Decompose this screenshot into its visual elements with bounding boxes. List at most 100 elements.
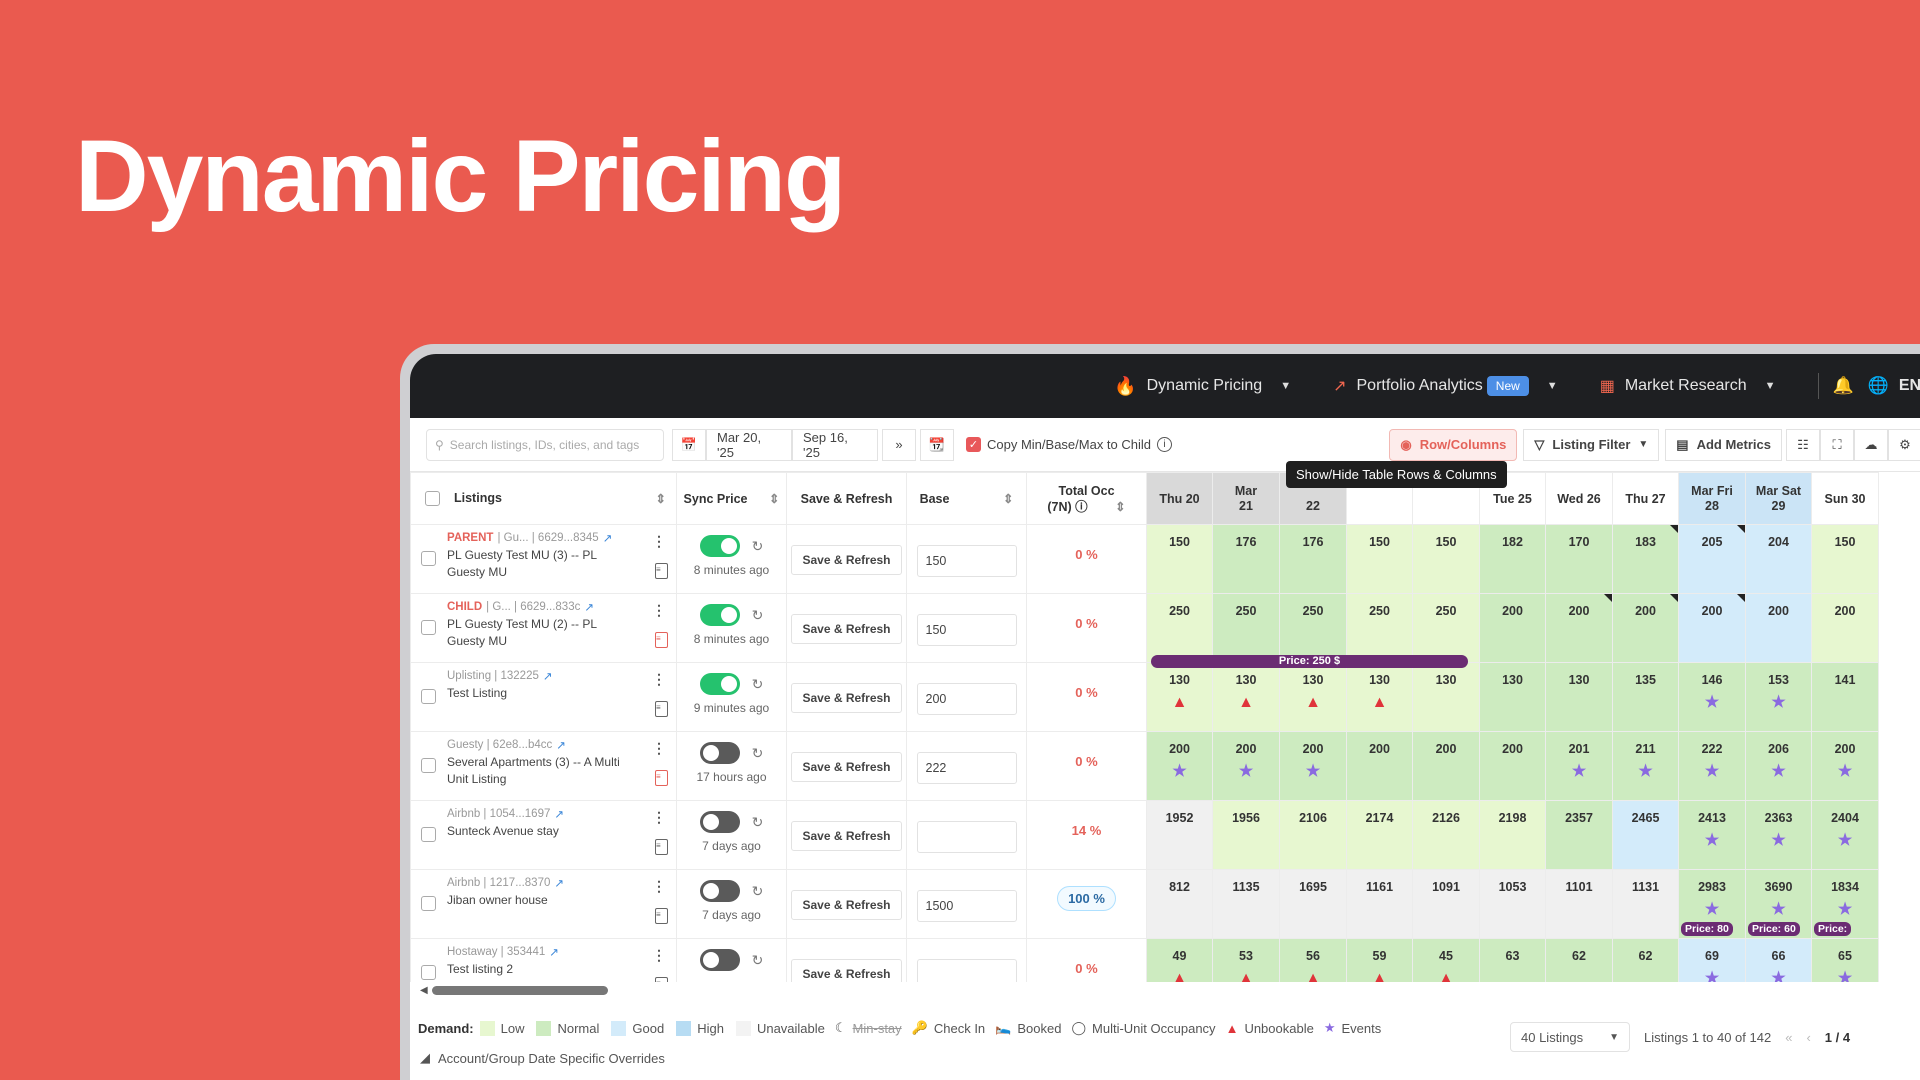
base-price-input[interactable]: [916, 959, 1017, 982]
price-cell[interactable]: 1053: [1479, 869, 1546, 939]
external-link-icon[interactable]: ↗: [602, 533, 613, 545]
document-icon[interactable]: ≡: [655, 701, 668, 717]
external-link-icon[interactable]: ↗: [556, 740, 566, 752]
sync-toggle[interactable]: [699, 880, 740, 902]
col-total-occ[interactable]: Total Occ (7N) ⓘ ⇕: [1026, 472, 1147, 525]
price-cell[interactable]: 250: [1212, 593, 1280, 663]
price-cell[interactable]: 59 ▲: [1346, 938, 1413, 982]
price-cell[interactable]: 63: [1479, 938, 1546, 982]
col-listings[interactable]: Listings ⇕: [410, 472, 677, 525]
calendar-check-icon[interactable]: 📆: [920, 428, 954, 461]
price-cell[interactable]: 200: [1479, 593, 1546, 663]
price-cell[interactable]: 62: [1612, 938, 1679, 982]
listing-name[interactable]: Test listing 2: [447, 962, 514, 976]
listing-name[interactable]: Several Apartments (3) -- A Multi Unit L…: [447, 755, 620, 786]
price-cell[interactable]: 183: [1612, 524, 1679, 594]
price-cell[interactable]: 250: [1346, 593, 1413, 663]
price-cell[interactable]: 200 ★: [1279, 731, 1347, 801]
price-cell[interactable]: 2126: [1412, 800, 1480, 870]
copy-to-child-checkbox[interactable]: ✓ Copy Min/Base/Max to Child i: [966, 437, 1173, 452]
price-cell[interactable]: 130 ▲: [1146, 662, 1213, 732]
refresh-icon[interactable]: ↻: [751, 813, 764, 830]
price-chip[interactable]: Price: 60: [1748, 922, 1800, 936]
col-base[interactable]: Base ⇕: [906, 472, 1027, 525]
price-cell[interactable]: 62: [1545, 938, 1613, 982]
horizontal-scrollbar[interactable]: [432, 986, 608, 995]
document-icon[interactable]: ≡: [655, 770, 668, 786]
listing-filter-button[interactable]: ▽ Listing Filter ▼: [1523, 428, 1660, 461]
base-price-input[interactable]: 200: [916, 683, 1017, 715]
row-checkbox[interactable]: [421, 758, 436, 773]
sort-icon[interactable]: ⇕: [768, 492, 780, 506]
price-cell[interactable]: 200: [1545, 593, 1613, 663]
save-refresh-button[interactable]: Save & Refresh: [791, 890, 902, 920]
base-price-input[interactable]: 150: [916, 545, 1017, 577]
row-checkbox[interactable]: [421, 965, 436, 980]
cloud-download-icon[interactable]: ☁: [1854, 428, 1888, 461]
price-cell[interactable]: 250: [1279, 593, 1347, 663]
kebab-menu-icon[interactable]: ⋮: [652, 602, 666, 618]
hierarchy-icon[interactable]: ☷: [1786, 428, 1820, 461]
refresh-icon[interactable]: ↻: [751, 744, 764, 761]
listing-name[interactable]: PL Guesty Test MU (3) -- PL Guesty MU: [447, 548, 597, 579]
price-cell[interactable]: 206 ★: [1745, 731, 1812, 801]
external-link-icon[interactable]: ↗: [542, 671, 553, 683]
price-cell[interactable]: 3690 ★ Price: 60: [1745, 869, 1812, 939]
base-price-input[interactable]: 1500: [916, 890, 1017, 922]
price-cell[interactable]: 2413 ★: [1678, 800, 1746, 870]
price-cell[interactable]: 150: [1146, 524, 1213, 594]
price-cell[interactable]: 2363 ★: [1745, 800, 1812, 870]
notification-bell[interactable]: 🔔: [1833, 376, 1854, 396]
price-cell[interactable]: 200: [1811, 593, 1879, 663]
price-chip[interactable]: Price:: [1814, 922, 1852, 936]
price-cell[interactable]: 200 ★: [1146, 731, 1213, 801]
kebab-menu-icon[interactable]: ⋮: [652, 671, 666, 687]
listing-name[interactable]: PL Guesty Test MU (2) -- PL Guesty MU: [447, 617, 597, 648]
price-cell[interactable]: 182: [1479, 524, 1546, 594]
price-cell[interactable]: 1131: [1612, 869, 1679, 939]
price-cell[interactable]: 200: [1479, 731, 1546, 801]
price-cell[interactable]: 1695: [1279, 869, 1347, 939]
row-checkbox[interactable]: [421, 896, 436, 911]
listing-name[interactable]: Test Listing: [447, 686, 508, 700]
price-cell[interactable]: 1956: [1212, 800, 1280, 870]
sync-toggle[interactable]: [699, 811, 740, 833]
price-cell[interactable]: 200: [1346, 731, 1413, 801]
price-cell[interactable]: 176: [1212, 524, 1280, 594]
price-cell[interactable]: 49 ▲: [1146, 938, 1213, 982]
nav-portfolio-analytics[interactable]: ↗ Portfolio Analytics New ▼: [1333, 376, 1558, 396]
price-cell[interactable]: 812: [1146, 869, 1213, 939]
price-cell[interactable]: 2106: [1279, 800, 1347, 870]
base-price-input[interactable]: 150: [916, 614, 1017, 646]
col-sync-price[interactable]: Sync Price ⇕: [676, 472, 787, 525]
sort-icon[interactable]: ⇕: [655, 491, 666, 506]
price-cell[interactable]: 2404 ★: [1811, 800, 1879, 870]
double-chevron-icon[interactable]: »: [882, 428, 916, 461]
save-refresh-button[interactable]: Save & Refresh: [791, 683, 902, 713]
price-cell[interactable]: 130 ▲: [1279, 662, 1347, 732]
price-cell[interactable]: 150: [1346, 524, 1413, 594]
search-input[interactable]: ⚲ Search listings, IDs, cities, and tags: [426, 428, 664, 461]
sync-toggle[interactable]: [699, 673, 740, 695]
row-columns-button[interactable]: ◉ Row/Columns: [1389, 428, 1518, 461]
price-cell[interactable]: 65 ★: [1811, 938, 1879, 982]
kebab-menu-icon[interactable]: ⋮: [652, 740, 666, 756]
price-cell[interactable]: 1952: [1146, 800, 1213, 870]
calendar-icon[interactable]: 📅: [672, 428, 706, 461]
price-cell[interactable]: 130: [1479, 662, 1546, 732]
row-checkbox[interactable]: [421, 551, 436, 566]
price-cell[interactable]: 56 ▲: [1279, 938, 1347, 982]
price-cell[interactable]: 1161: [1346, 869, 1413, 939]
end-date[interactable]: Sep 16, '25: [792, 428, 878, 461]
price-cell[interactable]: 2357: [1545, 800, 1613, 870]
document-icon[interactable]: ≡: [655, 908, 668, 924]
gear-icon[interactable]: ⚙: [1888, 428, 1920, 461]
per-page-select[interactable]: 40 Listings ▼: [1510, 1022, 1630, 1052]
price-cell[interactable]: 1135: [1212, 869, 1280, 939]
price-cell[interactable]: 176: [1279, 524, 1347, 594]
add-metrics-button[interactable]: ▤ Add Metrics: [1665, 428, 1782, 461]
price-cell[interactable]: 205: [1678, 524, 1746, 594]
external-link-icon[interactable]: ↗: [554, 809, 565, 821]
save-refresh-button[interactable]: Save & Refresh: [791, 545, 902, 575]
external-link-icon[interactable]: ↗: [549, 947, 559, 959]
